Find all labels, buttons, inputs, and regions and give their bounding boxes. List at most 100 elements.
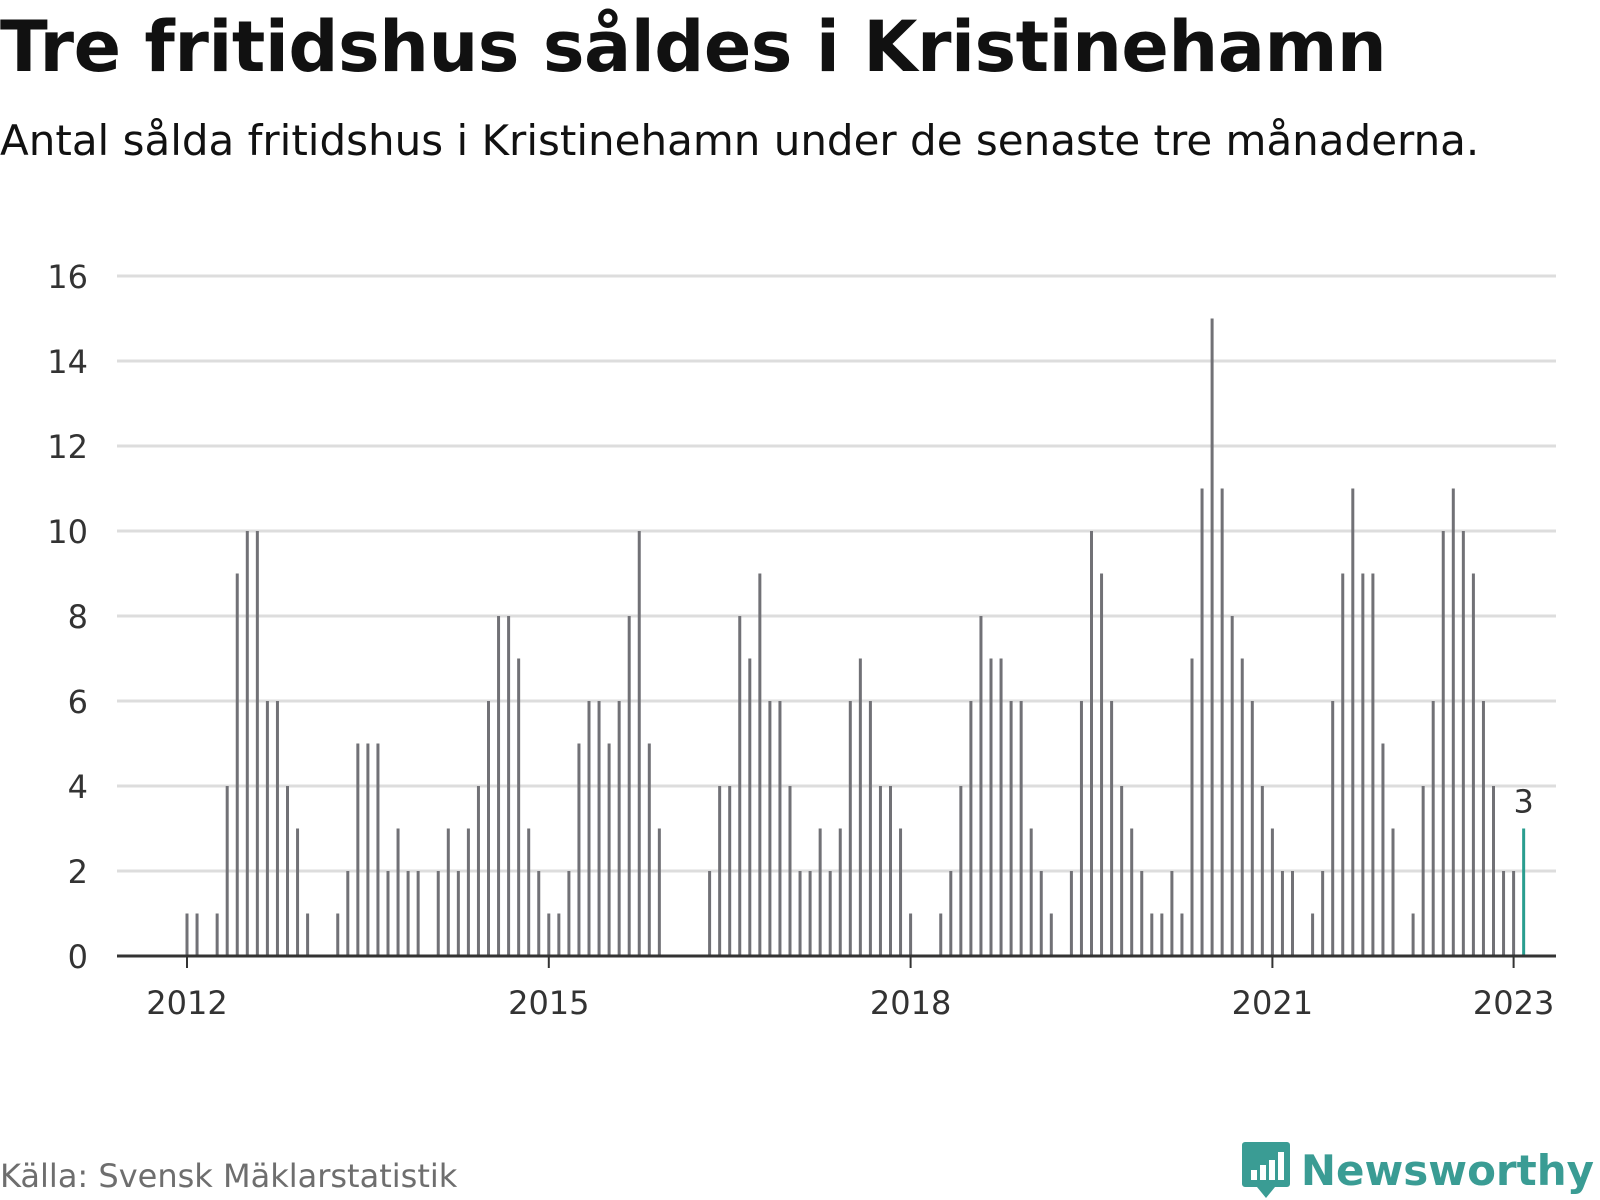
bar [1130, 828, 1134, 956]
x-tick-label-2021: 2021 [1232, 984, 1313, 1022]
bar [286, 786, 289, 956]
y-axis: 0 2 4 6 8 10 12 14 16 [47, 258, 88, 976]
bar [949, 871, 953, 956]
bar [627, 616, 631, 956]
bar [1250, 701, 1254, 956]
chart-subtitle: Antal sålda fritidshus i Kristinehamn un… [0, 116, 1480, 165]
gridlines [117, 274, 1556, 873]
bar [1220, 488, 1224, 956]
bar [818, 828, 822, 956]
y-tick-label-10: 10 [47, 513, 88, 551]
y-tick-label-4: 4 [68, 768, 88, 806]
bar [808, 871, 812, 956]
bar [597, 701, 601, 956]
x-tick-label-2018: 2018 [870, 984, 951, 1022]
bar [1461, 531, 1465, 956]
bar [1210, 318, 1214, 956]
bar [718, 786, 722, 956]
bar [386, 871, 390, 956]
bar [336, 913, 340, 956]
bar [838, 828, 842, 956]
bar [1311, 913, 1315, 956]
bar [959, 786, 963, 956]
bar [527, 828, 531, 956]
bar [607, 743, 611, 956]
bar [1230, 616, 1234, 956]
bar [728, 786, 732, 956]
bar [396, 828, 400, 956]
newsworthy-icon [1241, 1142, 1290, 1198]
bar [275, 701, 279, 956]
bar [1170, 871, 1174, 956]
bar-highlight [1522, 828, 1526, 956]
bar [567, 871, 571, 956]
bar [1190, 658, 1194, 956]
bar [758, 573, 762, 956]
bar [1381, 743, 1385, 956]
bar [778, 701, 782, 956]
bar [1341, 573, 1345, 956]
bars [185, 318, 1526, 956]
x-tick-label-2015: 2015 [508, 984, 589, 1022]
bar [1351, 488, 1355, 956]
bar [1079, 701, 1083, 956]
bar [788, 786, 792, 956]
bar [366, 743, 370, 956]
bar [939, 913, 943, 956]
x-axis: 2012 2015 2018 2021 2023 [146, 956, 1554, 1022]
y-tick-label-8: 8 [68, 598, 88, 636]
bar [1260, 786, 1264, 956]
bar [1029, 828, 1033, 956]
bar [1441, 531, 1445, 956]
bar [265, 701, 269, 956]
bar [557, 913, 561, 956]
bar [1502, 871, 1506, 956]
bar [466, 828, 470, 956]
bar [798, 871, 802, 956]
bar [1150, 913, 1154, 956]
bar [1492, 786, 1495, 956]
bar [828, 871, 832, 956]
bar [185, 913, 189, 956]
bar [497, 616, 501, 956]
bar [245, 531, 249, 956]
bar [1481, 701, 1485, 956]
bar [195, 913, 199, 956]
bar [1049, 913, 1053, 956]
bar [637, 531, 641, 956]
bar [1110, 701, 1114, 956]
bar [868, 701, 872, 956]
bar [768, 701, 772, 956]
bar [406, 871, 410, 956]
bar [1240, 658, 1244, 956]
y-tick-label-12: 12 [47, 428, 88, 466]
bar [356, 743, 360, 956]
bar [1512, 871, 1516, 956]
bar [456, 871, 460, 956]
bar [446, 828, 450, 956]
bar [1361, 573, 1365, 956]
bar [858, 658, 862, 956]
bar [1371, 573, 1375, 956]
bar [909, 913, 913, 956]
y-tick-label-2: 2 [68, 853, 88, 891]
bar-chart: 0 2 4 6 8 10 12 14 16 2012 2015 2018 2021 2023 3 [47, 258, 1556, 1022]
x-tick-label-2012: 2012 [146, 984, 227, 1022]
newsworthy-logo[interactable]: Newsworthy [1241, 1140, 1594, 1200]
bar [225, 786, 229, 956]
bar [235, 573, 239, 956]
bar [1090, 531, 1093, 956]
bar [738, 616, 742, 956]
bar [1069, 871, 1073, 956]
highlight-value-label: 3 [1513, 783, 1533, 821]
y-tick-label-0: 0 [68, 938, 88, 976]
bar [1039, 871, 1043, 956]
source-note: Källa: Svensk Mäklarstatistik [0, 1157, 458, 1195]
bar [306, 913, 310, 956]
bar [748, 658, 752, 956]
bar [617, 701, 621, 956]
bar [1100, 573, 1104, 956]
bar [989, 658, 993, 956]
bar [346, 871, 350, 956]
bar [1291, 871, 1294, 956]
